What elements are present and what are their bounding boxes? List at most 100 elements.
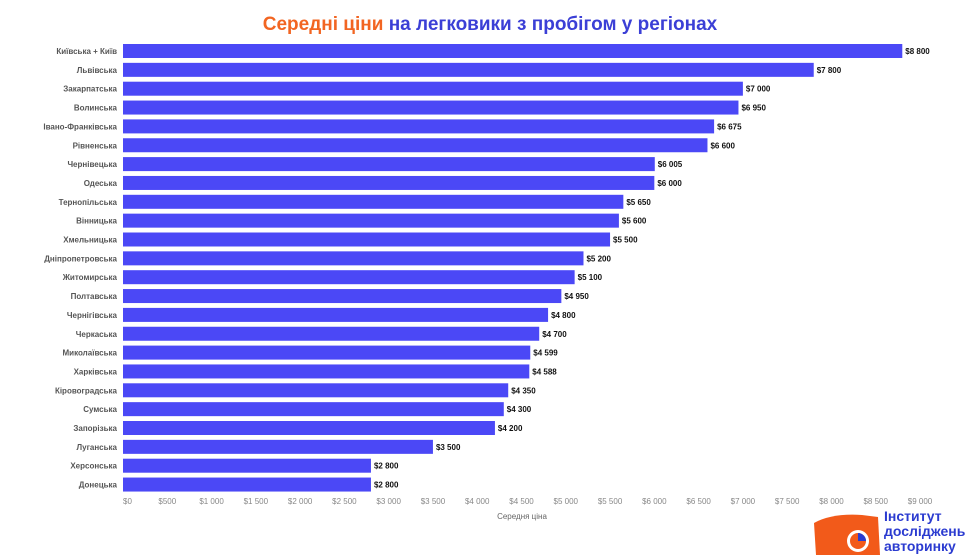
x-tick-label: $1 500 [244,497,269,506]
bar [123,194,624,209]
category-label: Сумська [83,405,117,414]
category-label: Житомирська [62,273,118,282]
category-label: Івано-Франківська [43,122,117,131]
bar [123,213,619,228]
x-tick-label: $8 000 [819,497,844,506]
category-label: Миколаївська [63,349,118,358]
x-tick-label: $9 000 [908,497,933,506]
bar [123,119,715,134]
data-label: $3 500 [436,443,461,452]
category-label: Херсонська [70,462,117,471]
data-label: $2 800 [374,481,399,490]
bar [123,307,549,322]
x-tick-label: $4 000 [465,497,490,506]
bar [123,421,495,435]
category-label: Чернігівська [67,311,118,320]
logo-line: Інститут [884,508,942,524]
category-label: Черкаська [76,330,118,339]
logo-text: Інститут досліджень авторинку [884,509,965,554]
category-label: Волинська [74,104,118,113]
x-tick-label: $5 000 [554,497,579,506]
x-tick-label: $1 000 [199,497,224,506]
data-label: $5 500 [613,236,638,245]
bar [123,232,611,247]
bar [123,175,655,190]
data-label: $4 200 [498,424,523,433]
category-label: Луганська [77,443,118,452]
chart-title: Середні ціни на легковики з пробігом у р… [0,14,980,36]
x-tick-label: $7 500 [775,497,800,506]
bar [123,439,433,454]
bar [123,157,655,172]
data-label: $5 600 [622,217,647,226]
data-label: $4 599 [533,349,558,358]
category-label: Кіровоградська [55,386,118,395]
category-label: Харківська [74,367,118,376]
x-tick-label: $6 000 [642,497,667,506]
data-label: $5 100 [578,273,603,282]
bar [123,138,708,153]
bar [123,458,371,473]
data-label: $4 700 [542,330,567,339]
logo-line: авторинку [884,538,956,554]
data-label: $4 800 [551,311,576,320]
bar [123,100,739,115]
x-tick-label: $7 000 [731,497,756,506]
data-label: $4 950 [564,292,589,301]
x-tick-label: $6 500 [686,497,711,506]
data-label: $4 300 [507,405,532,414]
data-label: $6 005 [658,160,683,169]
bar [123,62,814,77]
bar [123,270,575,285]
x-tick-label: $5 500 [598,497,623,506]
category-label: Київська + Київ [56,47,117,56]
x-tick-label: $3 000 [376,497,401,506]
logo-icon [814,514,880,555]
data-label: $4 350 [511,386,536,395]
x-tick-label: $0 [123,497,132,506]
bar [123,345,531,360]
x-axis-label: Середня ціна [497,512,547,521]
x-tick-label: $2 000 [288,497,313,506]
x-tick-label: $500 [158,497,176,506]
x-tick-label: $3 500 [421,497,446,506]
data-label: $5 200 [586,254,611,263]
data-label: $6 600 [710,141,735,150]
category-label: Полтавська [71,292,118,301]
bar [123,477,371,492]
data-label: $6 950 [741,104,766,113]
data-label: $6 675 [717,122,742,131]
x-tick-label: $8 500 [863,497,888,506]
x-tick-label: $2 500 [332,497,357,506]
data-label: $7 000 [746,85,771,94]
data-label: $7 800 [817,66,842,75]
category-label: Тернопільська [59,198,118,207]
category-label: Хмельницька [63,236,117,245]
bar [123,81,743,96]
category-label: Львівська [77,66,118,75]
category-label: Рівненська [73,141,118,150]
category-label: Вінницька [76,217,117,226]
bar [123,383,509,398]
data-label: $2 800 [374,462,399,471]
bar [123,326,540,341]
bar [123,251,584,266]
category-label: Дніпропетровська [44,254,117,263]
title-rest: на легковики з пробігом у регіонах [383,14,718,35]
bar [123,44,903,58]
logo-line: досліджень [884,523,966,539]
bar [123,364,530,379]
data-label: $4 588 [532,367,557,376]
category-label: Запорізька [73,424,117,433]
bar [123,289,562,304]
data-label: $8 800 [905,47,930,56]
category-label: Закарпатська [63,85,117,94]
bar [123,402,504,417]
data-label: $6 000 [657,179,682,188]
x-tick-label: $4 500 [509,497,534,506]
category-label: Донецька [79,481,118,490]
category-label: Чернівецька [67,160,117,169]
category-label: Одеська [84,179,118,188]
title-highlight: Середні ціни [262,14,384,35]
